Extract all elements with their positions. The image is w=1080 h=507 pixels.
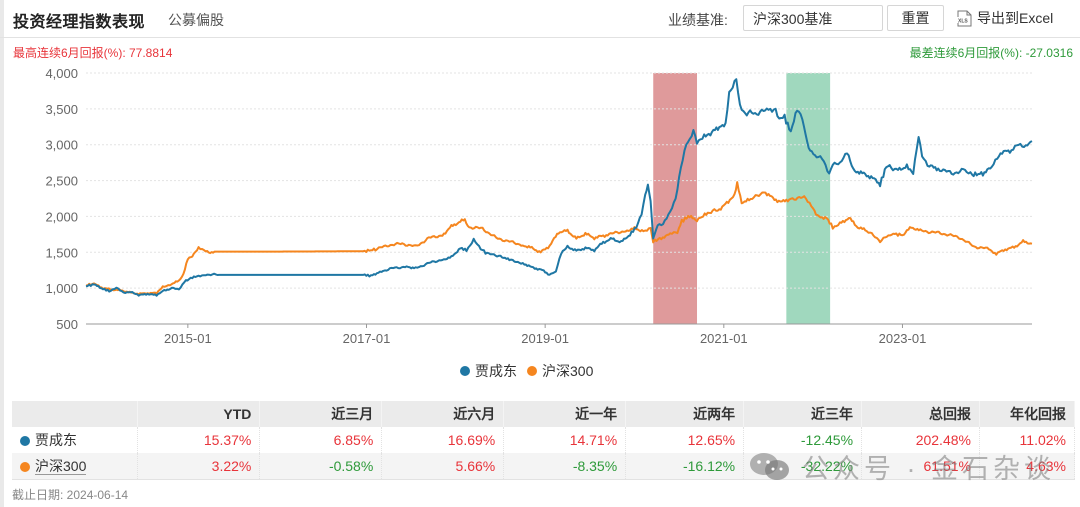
table-header-row: YTD 近三月 近六月 近一年 近两年 近三年 总回报 年化回报 [12,401,1076,427]
max-6m-return: 最高连续6月回报(%): 77.8814 [13,46,173,60]
as-of-date: 截止日期: 2024-06-14 [12,488,129,502]
benchmark-select[interactable]: 沪深300基准 [743,5,883,31]
table-cell: 15.37% [137,427,261,453]
legend-item-benchmark[interactable]: 沪深300 [527,361,593,381]
svg-text:XLS: XLS [958,18,968,24]
chart-legend: 贾成东 沪深300 [460,361,603,381]
col-header-total: 总回报 [861,401,980,427]
y-tick-label: 4,000 [45,66,78,81]
y-tick-label: 2,500 [45,174,78,189]
legend-label: 贾成东 [475,363,517,379]
table-cell: 12.65% [625,427,745,453]
table-cell: -12.45% [743,427,863,453]
benchmark-label: 业绩基准: [668,12,728,28]
col-header-1y: 近一年 [503,401,627,427]
page-left-border [0,0,4,507]
row-name-cell: 沪深300 [12,453,139,480]
table-cell: 4.63% [979,453,1076,480]
legend-dot-icon [527,366,537,376]
table-cell: 11.02% [979,427,1076,453]
table-cell: -0.58% [259,453,383,480]
legend-dot-icon [460,366,470,376]
table-cell: 14.71% [503,427,627,453]
x-tick-label: 2021-01 [700,331,748,346]
manager-series-line[interactable] [85,78,1033,297]
x-tick-label: 2019-01 [521,331,569,346]
col-header [12,401,139,427]
table-cell: 5.66% [381,453,505,480]
table-row: 沪深300 3.22% -0.58% 5.66% -8.35% -16.12% … [12,453,1076,480]
col-header-ytd: YTD [137,401,261,427]
export-label: 导出到Excel [977,10,1054,26]
table-cell: -8.35% [503,453,627,480]
table-cell: 61.51% [861,453,980,480]
xls-file-icon: XLS [957,10,972,26]
x-tick-label: 2023-01 [879,331,927,346]
line-chart[interactable]: 500 1,000 1,500 2,000 2,500 3,000 3,500 4,000 20… [0,60,1080,360]
col-header-3y: 近三年 [743,401,863,427]
reset-button[interactable]: 重置 [887,5,944,31]
table-row: 贾成东 15.37% 6.85% 16.69% 14.71% 12.65% -1… [12,427,1076,453]
y-tick-label: 500 [56,317,78,332]
col-header-3m: 近三月 [259,401,383,427]
series-dot-icon [20,461,30,472]
y-tick-label: 1,500 [45,245,78,260]
header-bar: 投资经理指数表现 公募偏股 业绩基准: 沪深300基准 重置 XLS 导出到Ex… [0,0,1080,38]
x-tick-label: 2015-01 [164,331,212,346]
min-6m-return: 最差连续6月回报(%): -27.0316 [909,46,1073,60]
benchmark-series-line[interactable] [85,181,1033,296]
table-cell: -32.22% [743,453,863,480]
row-name-link[interactable]: 沪深300 [35,457,87,475]
table-cell: 16.69% [381,427,505,453]
col-header-2y: 近两年 [625,401,745,427]
y-tick-label: 1,000 [45,281,78,296]
y-tick-label: 3,500 [45,102,78,117]
legend-label: 沪深300 [542,363,594,379]
col-header-6m: 近六月 [381,401,505,427]
table-cell: 6.85% [259,427,383,453]
page-title: 投资经理指数表现 [13,14,146,31]
y-tick-label: 3,000 [45,138,78,153]
export-excel-button[interactable]: XLS 导出到Excel [957,8,1053,28]
y-tick-label: 2,000 [45,209,78,224]
row-name: 贾成东 [35,432,77,448]
series-dot-icon [20,436,30,446]
table-cell: -16.12% [625,453,745,480]
table-cell: 202.48% [861,427,980,453]
table-cell: 3.22% [137,453,261,480]
page-subtitle: 公募偏股 [168,12,224,28]
legend-item-manager[interactable]: 贾成东 [460,361,517,381]
row-name-cell: 贾成东 [12,427,139,453]
x-tick-label: 2017-01 [343,331,391,346]
returns-table: YTD 近三月 近六月 近一年 近两年 近三年 总回报 年化回报 贾成东 15.… [12,401,1076,480]
col-header-annualized: 年化回报 [979,401,1076,427]
